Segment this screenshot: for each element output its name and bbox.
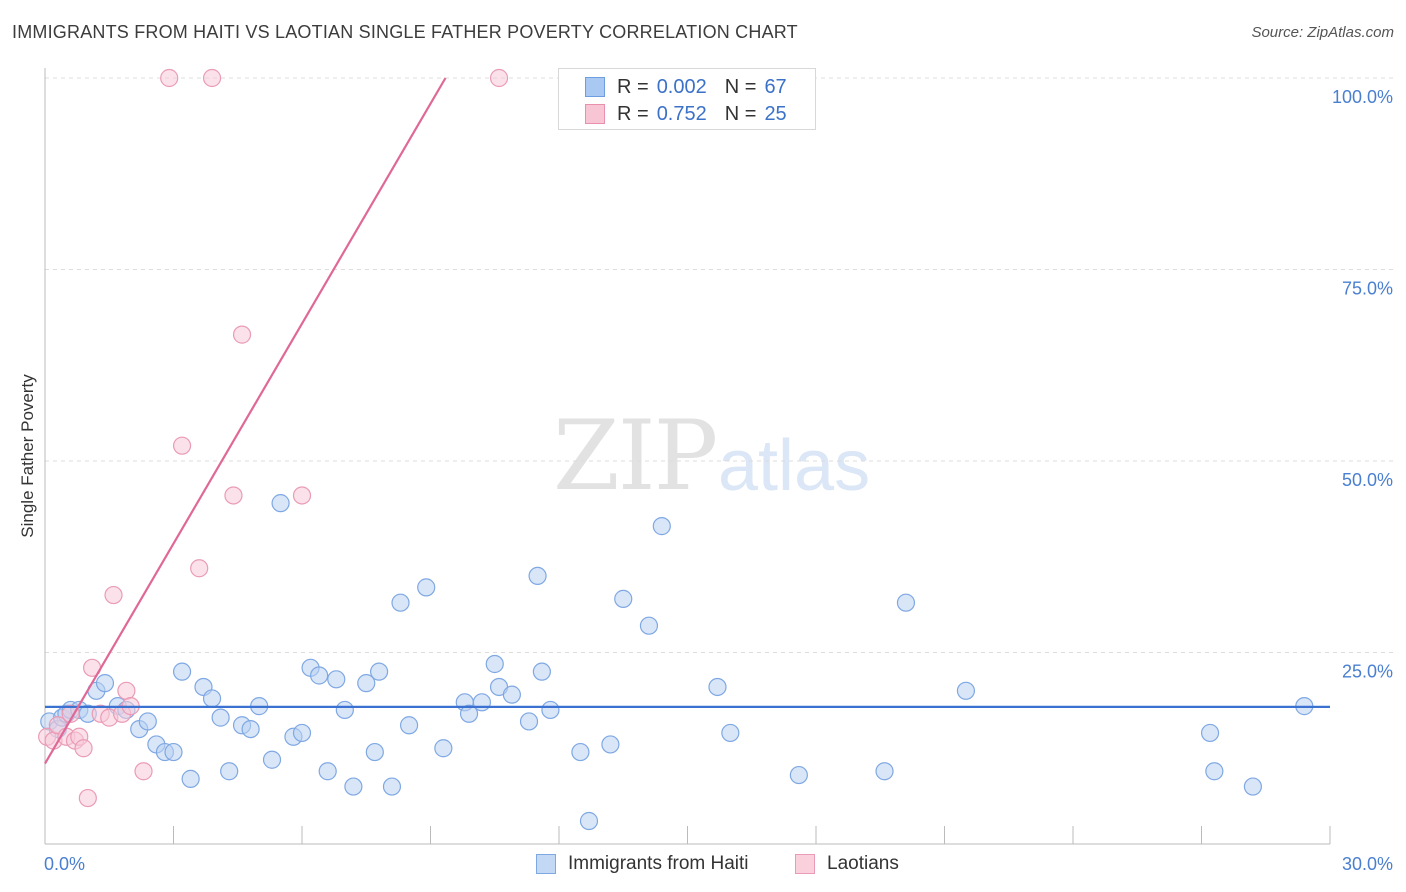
haiti-point xyxy=(292,723,312,743)
haiti-point xyxy=(875,762,894,781)
gridlines xyxy=(45,77,1395,653)
axis-labels: 25.0% 50.0% 75.0% 100.0% 0.0% 30.0% Single Fat… xyxy=(18,87,1393,874)
haiti-point xyxy=(528,566,547,586)
haiti-point xyxy=(708,677,727,697)
legend-swatch-laotians xyxy=(795,854,815,874)
haiti-point xyxy=(459,704,479,723)
x-tick-label: 0.0% xyxy=(44,854,85,874)
haiti-point xyxy=(172,662,192,681)
data-points xyxy=(38,68,1314,831)
haiti-point xyxy=(327,670,346,689)
haiti-point xyxy=(1205,762,1224,781)
laotian-point xyxy=(74,739,93,758)
legend-r-value: 0.002 xyxy=(656,75,707,98)
haiti-point xyxy=(956,681,976,700)
bottom-legend-haiti[interactable]: Immigrants from Haiti xyxy=(536,852,749,876)
haiti-point xyxy=(202,689,222,708)
legend-row-laotians: R = 0.752 N = 25 xyxy=(585,102,787,126)
y-tick-label: 25.0% xyxy=(1342,662,1393,682)
haiti-point xyxy=(896,593,916,612)
haiti-point xyxy=(164,742,183,762)
laotian-point xyxy=(134,762,153,781)
haiti-point xyxy=(601,735,620,754)
haiti-point xyxy=(138,712,157,731)
haiti-point xyxy=(502,685,521,704)
legend-r-label: R = xyxy=(617,102,649,125)
laotian-point xyxy=(117,681,136,700)
haiti-point xyxy=(365,742,384,762)
haiti-point xyxy=(1243,777,1263,796)
source-label: Source: ZipAtlas.com xyxy=(1251,24,1394,41)
watermark-atlas: atlas xyxy=(718,426,871,506)
haiti-point xyxy=(532,662,551,681)
legend-row-haiti: R = 0.002 N = 67 xyxy=(585,75,787,99)
haiti-point xyxy=(472,693,491,712)
legend-label-laotians: Laotians xyxy=(827,853,899,874)
haiti-point xyxy=(399,716,419,735)
legend-n-value: 67 xyxy=(764,75,787,98)
haiti-point xyxy=(1200,723,1220,743)
haiti-point xyxy=(541,700,560,720)
legend-r-label: R = xyxy=(617,75,649,98)
y-tick-label: 75.0% xyxy=(1342,279,1393,299)
watermark-zip: ZIP xyxy=(553,400,718,512)
haiti-point xyxy=(614,589,633,608)
legend-n-value: 25 xyxy=(764,102,787,125)
haiti-point xyxy=(344,777,363,796)
haiti-point xyxy=(571,742,590,762)
haiti-point xyxy=(271,494,290,513)
laotian-point xyxy=(61,704,80,723)
y-tick-label: 100.0% xyxy=(1332,87,1393,107)
x-tick-label: 30.0% xyxy=(1342,854,1393,874)
haiti-point xyxy=(485,654,504,674)
haiti-point xyxy=(789,765,808,785)
haiti-point xyxy=(310,666,329,685)
haiti-point xyxy=(382,777,402,796)
legend-swatch-laotians xyxy=(585,104,605,124)
chart-title: IMMIGRANTS FROM HAITI VS LAOTIAN SINGLE … xyxy=(12,22,798,42)
haiti-point xyxy=(262,750,282,769)
haiti-point xyxy=(211,708,230,727)
haiti-point xyxy=(318,762,337,781)
laotian-point xyxy=(190,559,209,578)
haiti-point xyxy=(652,517,671,536)
haiti-point xyxy=(579,811,599,831)
laotian-point xyxy=(104,585,123,605)
laotian-point xyxy=(489,68,509,88)
laotian-point xyxy=(160,68,179,88)
haiti-point xyxy=(370,662,389,681)
haiti-point xyxy=(721,723,740,743)
y-axis-label: Single Father Poverty xyxy=(18,374,37,538)
legend-n-label: N = xyxy=(724,75,757,98)
haiti-point xyxy=(335,700,354,720)
haiti-point xyxy=(357,674,376,693)
legend-label-haiti: Immigrants from Haiti xyxy=(568,853,749,874)
trend-lines xyxy=(44,77,1330,765)
laotian-trend-line xyxy=(44,77,447,765)
haiti-point xyxy=(181,769,200,788)
bottom-legend-laotians[interactable]: Laotians xyxy=(795,852,899,876)
haiti-point xyxy=(220,762,239,781)
laotian-point xyxy=(224,486,243,505)
legend-n-label: N = xyxy=(724,102,757,125)
haiti-point xyxy=(434,739,453,758)
legend-swatch-haiti xyxy=(536,854,556,874)
laotian-point xyxy=(202,68,222,88)
laotian-point xyxy=(292,486,312,505)
haiti-point xyxy=(391,593,410,612)
haiti-point xyxy=(95,674,115,693)
correlation-legend: R = 0.002 N = 67 R = 0.752 N = 25 xyxy=(558,68,816,130)
laotian-point xyxy=(172,436,192,455)
laotian-point xyxy=(232,325,252,344)
y-tick-label: 50.0% xyxy=(1342,470,1393,490)
haiti-point xyxy=(417,578,436,597)
haiti-point xyxy=(241,719,260,739)
legend-swatch-haiti xyxy=(585,77,605,97)
laotian-point xyxy=(78,788,97,808)
haiti-point xyxy=(639,616,659,635)
legend-r-value: 0.752 xyxy=(656,102,707,125)
haiti-point xyxy=(519,712,539,731)
